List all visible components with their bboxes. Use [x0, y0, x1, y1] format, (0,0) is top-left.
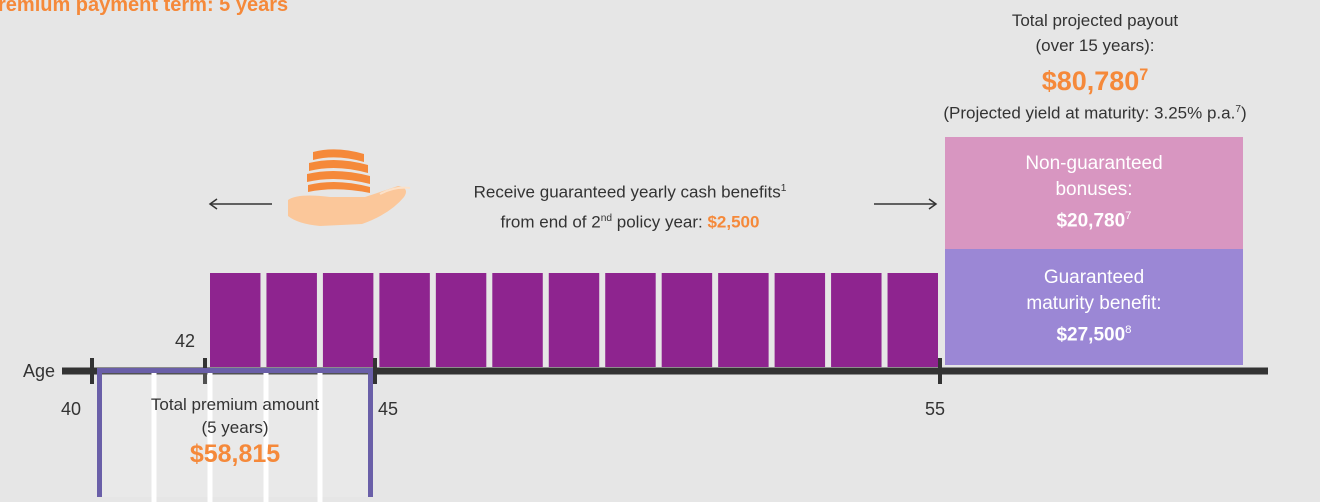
- cash-benefit-bar-2: [266, 273, 317, 367]
- age-55-label: 55: [925, 399, 946, 419]
- premium-line1: Total premium amount: [150, 395, 320, 414]
- cash-benefit-bar-7: [548, 273, 600, 367]
- cash-benefit-bar-5: [435, 273, 487, 367]
- cash-benefit-bar-4: [379, 273, 430, 367]
- non-guaranteed-line1: Non-guaranteed: [1025, 153, 1163, 175]
- cash-benefit-bar-8: [605, 273, 656, 367]
- non-guaranteed-line2: bonuses:: [1055, 179, 1133, 201]
- age-40-label: 40: [61, 399, 82, 419]
- age-45-label: 45: [378, 399, 399, 419]
- guaranteed-maturity-benefit-block: Guaranteed maturity benefit: $27,5008: [945, 249, 1243, 365]
- cash-benefit-bar-10: [718, 273, 769, 367]
- cash-benefit-bar-9: [661, 273, 713, 367]
- cash-benefit-bar-6: [492, 273, 543, 367]
- cash-benefit-line2: from end of 2nd policy year: $2,500: [500, 212, 760, 232]
- payout-label-line2: (over 15 years):: [1035, 36, 1155, 55]
- payout-label-line1: Total projected payout: [1011, 11, 1179, 30]
- age-42-label: 42: [175, 331, 196, 351]
- page-title: remium payment term: 5 years: [0, 0, 289, 16]
- cash-benefit-bar-1: [210, 273, 261, 367]
- guaranteed-amount: $27,5008: [1056, 324, 1132, 346]
- total-premium-summary: Total premium amount (5 years) $58,815: [97, 393, 373, 469]
- cash-benefit-description: Receive guaranteed yearly cash benefits1…: [405, 176, 855, 235]
- premium-period-box: [97, 368, 373, 502]
- cash-benefit-amount: $2,500: [707, 212, 760, 232]
- projected-yield: (Projected yield at maturity: 3.25% p.a.…: [943, 103, 1247, 123]
- cash-benefit-bar-13: [887, 273, 938, 367]
- premium-year-dividers: [151, 373, 323, 502]
- payout-amount: $80,7807: [1041, 66, 1149, 96]
- guaranteed-line1: Guaranteed: [1043, 267, 1145, 289]
- cash-benefit-bar-3: [322, 273, 374, 367]
- cash-benefit-bar-12: [831, 273, 882, 367]
- cash-benefit-bar-11: [774, 273, 826, 367]
- total-payout-summary: Total projected payout (over 15 years): …: [868, 8, 1320, 126]
- left-arrow-icon: [208, 198, 272, 210]
- age-axis-label: Age: [23, 361, 56, 381]
- premium-amount: $58,815: [189, 440, 281, 468]
- non-guaranteed-bonuses-block: Non-guaranteed bonuses: $20,7807: [945, 137, 1243, 249]
- cash-benefit-line1: Receive guaranteed yearly cash benefits1: [473, 182, 787, 202]
- hand-cash-icon: [288, 149, 411, 226]
- premium-line2: (5 years): [201, 418, 269, 437]
- cash-benefit-bars: [210, 273, 938, 367]
- guaranteed-line2: maturity benefit:: [1026, 293, 1162, 315]
- right-arrow-icon: [874, 198, 938, 210]
- non-guaranteed-amount: $20,7807: [1056, 210, 1132, 232]
